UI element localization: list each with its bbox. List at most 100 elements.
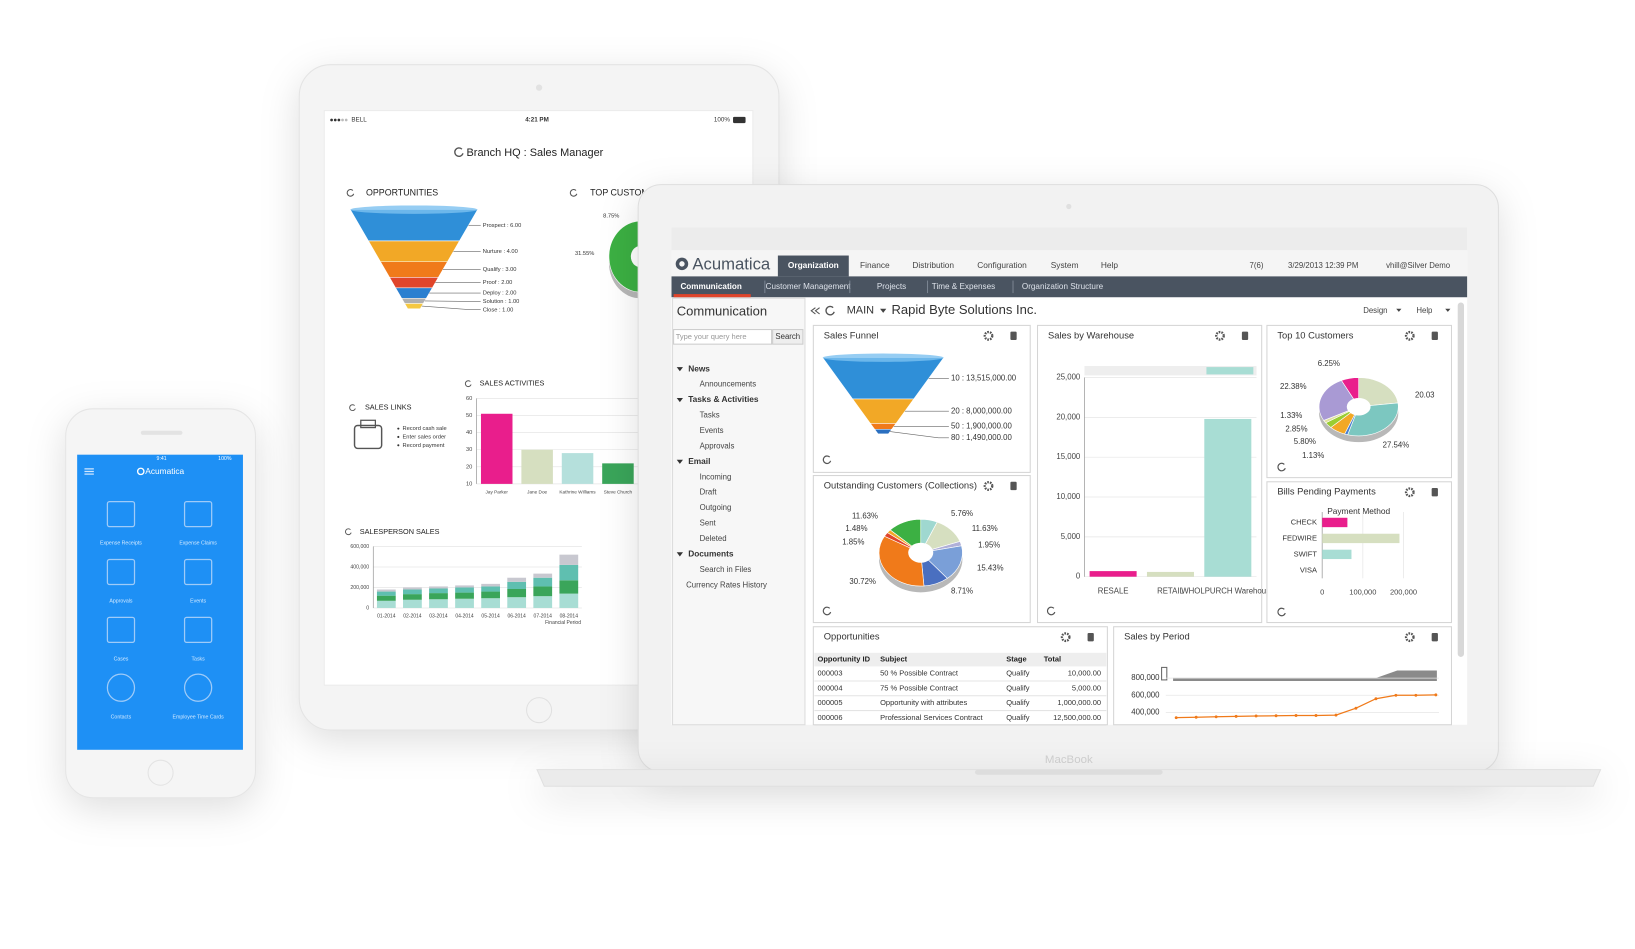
funnel-label: Proof : 2.00 <box>483 280 513 286</box>
phone-screen <box>77 454 243 750</box>
funnel-label: 80 : 1,490,000.00 <box>951 433 1012 442</box>
bar-segment <box>376 595 396 601</box>
funnel-label: Qualify : 3.00 <box>483 267 517 273</box>
range-navigator <box>1084 366 1257 376</box>
bar-segment <box>455 592 474 599</box>
sidebar <box>672 297 806 726</box>
y-tick-label: 60 <box>466 396 472 402</box>
tile-label: Approvals <box>109 599 133 605</box>
label: SALESPERSON SALES <box>360 527 440 536</box>
tree-item: Approvals <box>700 441 735 450</box>
search-button[interactable] <box>772 329 804 345</box>
table-header-cell: Total <box>1044 655 1061 664</box>
widget-title: Sales Funnel <box>824 330 879 340</box>
bar-segment <box>507 577 527 582</box>
menu-icon <box>84 468 94 470</box>
signal-dot <box>330 118 333 122</box>
subnav-item: Customer Management <box>766 282 852 291</box>
collapse-icon <box>810 307 820 315</box>
funnel-segment <box>389 277 439 289</box>
battery-icon <box>733 116 746 124</box>
pie-label: 1.13% <box>1302 451 1324 460</box>
signal-dot <box>344 118 348 122</box>
funnel-segment <box>380 261 448 278</box>
x-tick-label: RETAIL <box>1157 586 1184 595</box>
device-label: MacBook <box>1045 754 1093 766</box>
line-point <box>1434 693 1438 697</box>
gear-icon <box>983 481 994 491</box>
funnel-label: Prospect : 6.00 <box>483 223 521 229</box>
table-cell: 000004 <box>818 683 843 692</box>
y-tick-label: 30 <box>466 447 472 453</box>
y-tick-label: 10 <box>466 481 472 487</box>
x-tick-label: 0 <box>1320 587 1324 596</box>
y-tick-label: 25,000 <box>1056 373 1081 382</box>
pie-hole <box>1346 397 1371 416</box>
tile-label: Expense Receipts <box>100 541 142 547</box>
refresh-icon <box>464 380 472 388</box>
gear-icon <box>1060 632 1071 643</box>
y-tick-label: SWIFT <box>1294 549 1318 558</box>
y-tick-label: 20 <box>466 464 472 470</box>
x-tick-label: WHOLPURCH Warehouse <box>1181 586 1274 595</box>
phone-home-button <box>147 759 174 786</box>
x-tick-label: 06-2014 <box>507 614 526 620</box>
label: Record payment <box>402 443 444 449</box>
bar-segment <box>403 599 422 608</box>
table-header-cell: Stage <box>1006 655 1026 664</box>
table-cell: Professional Services Contract <box>880 713 983 722</box>
refresh-icon <box>1277 607 1286 617</box>
bar-segment <box>376 589 396 592</box>
trash-icon <box>1087 632 1094 642</box>
tree-toggle <box>676 552 683 557</box>
funnel-rim <box>350 205 478 214</box>
table-cell: 50 % Possible Contract <box>880 669 959 678</box>
y-tick-label: 200,000 <box>350 585 369 591</box>
gear-icon <box>1404 487 1415 498</box>
y-tick-label: 800,000 <box>1131 673 1160 682</box>
funnel-rim <box>822 353 944 362</box>
y-tick-label: 15,000 <box>1056 452 1081 461</box>
label: 4:21 PM <box>525 117 549 124</box>
company: Rapid Byte Solutions Inc. <box>892 302 1037 317</box>
pie-label: 8.71% <box>951 586 973 595</box>
tree-group: Documents <box>688 549 734 559</box>
bar <box>1322 517 1348 528</box>
bar-segment <box>559 554 579 565</box>
leader-line <box>890 431 949 439</box>
tree-item: Events <box>700 426 724 435</box>
tree-item: Deleted <box>700 534 727 543</box>
funnel-segment <box>874 429 893 435</box>
table-cell: 000003 <box>818 669 843 678</box>
tile-label: Employee Time Cards <box>173 714 225 720</box>
line-point <box>1394 693 1398 697</box>
x-tick-label: 04-2014 <box>455 614 474 620</box>
laptop-content: Acumatica Organization Finance Distribution… <box>671 227 1468 766</box>
tablet-camera <box>535 84 543 91</box>
table-cell: Qualify <box>1006 713 1030 722</box>
widget-title: Sales by Warehouse <box>1048 330 1134 340</box>
nav-item: Organization <box>788 260 839 270</box>
tree-item: Tasks <box>700 411 720 420</box>
line-series <box>1176 694 1436 719</box>
menu-icon <box>84 470 94 473</box>
dropdown-caret <box>880 308 887 313</box>
table-cell: 000006 <box>818 713 843 722</box>
refresh-icon <box>569 188 578 197</box>
nav-item: System <box>1051 260 1079 270</box>
tree-item: Currency Rates History <box>686 580 767 589</box>
pie-label: 30.72% <box>849 577 876 586</box>
pie-label: 11.63% <box>972 524 998 533</box>
menu: Help <box>1416 306 1433 315</box>
y-tick-label: 0 <box>366 605 369 611</box>
refresh-icon <box>349 404 356 412</box>
y-tick-label: 600,000 <box>350 544 369 550</box>
tree-item: Incoming <box>700 472 732 481</box>
status-text: 7(6) <box>1250 261 1264 270</box>
bar <box>480 413 513 484</box>
bar <box>521 449 553 484</box>
pie-label: 1.85% <box>842 537 864 546</box>
leader-line <box>421 305 481 311</box>
menu-icon <box>84 473 94 475</box>
